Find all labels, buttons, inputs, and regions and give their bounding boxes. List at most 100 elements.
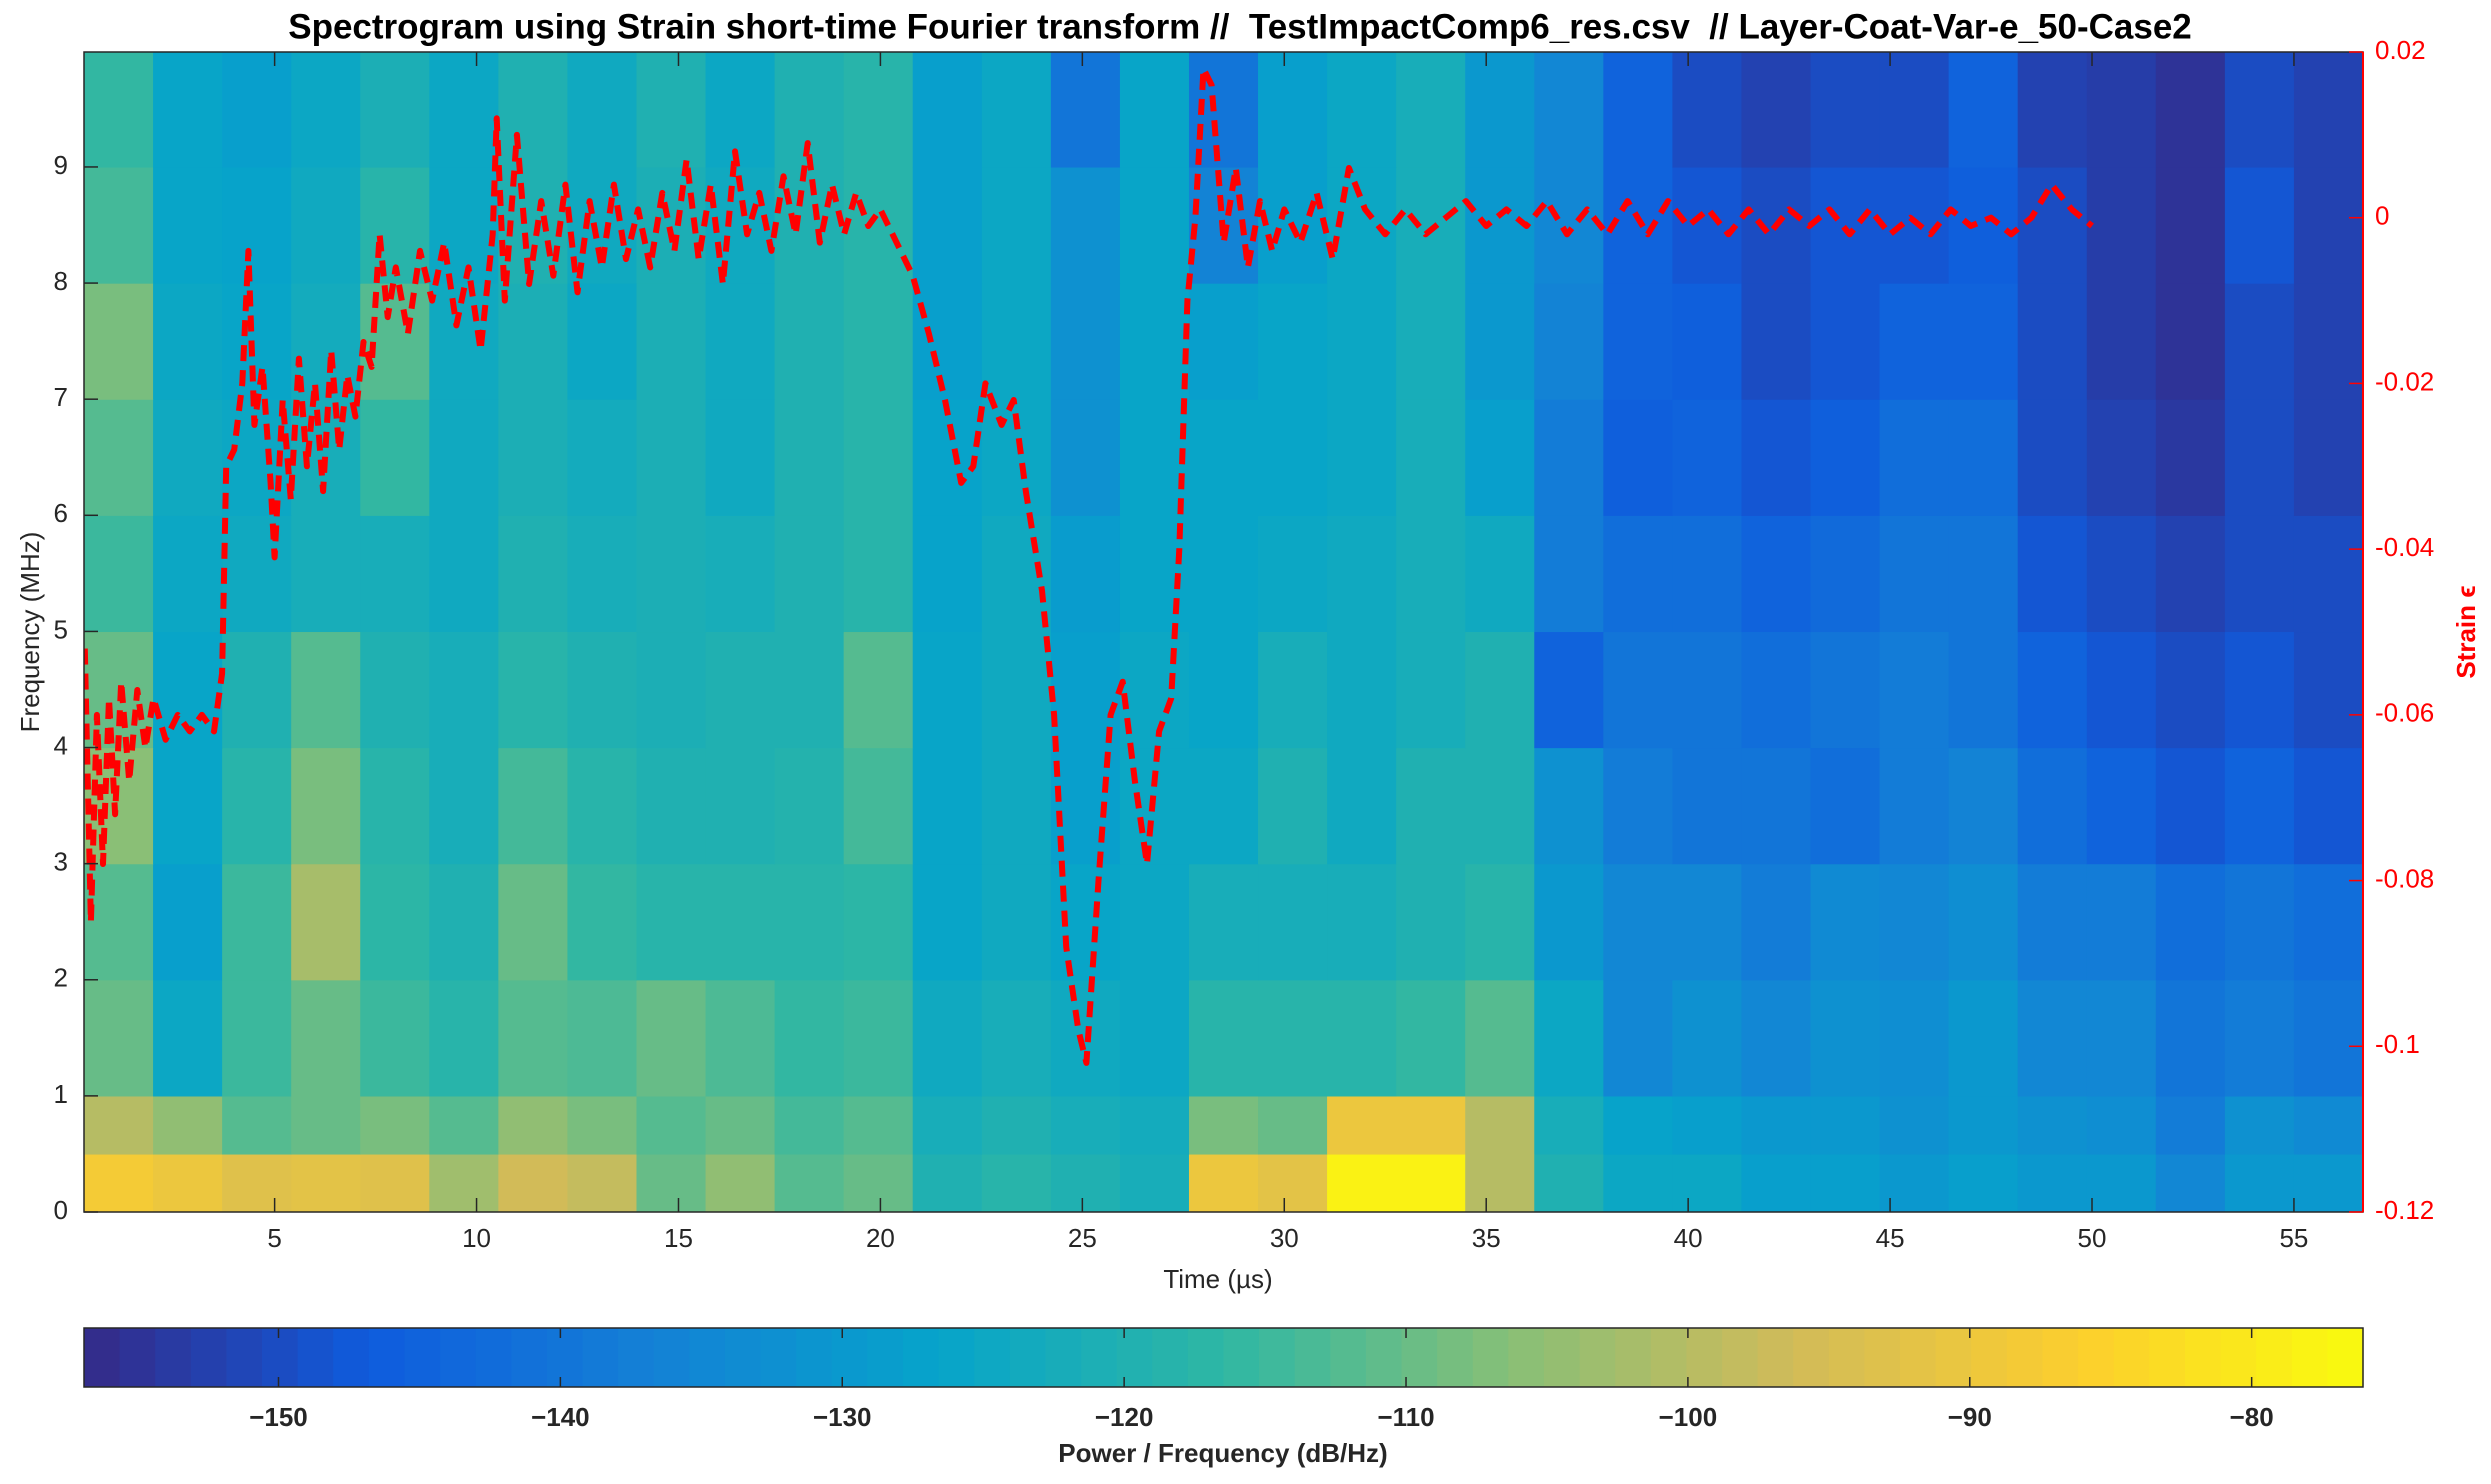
spectrogram-cell bbox=[1810, 979, 1881, 1097]
y-tick-label: 5 bbox=[54, 614, 68, 644]
spectrogram-cell bbox=[981, 863, 1052, 981]
spectrogram-cell bbox=[2293, 515, 2363, 633]
y2-tick-label: -0.06 bbox=[2375, 698, 2434, 728]
spectrogram-cell bbox=[843, 515, 914, 633]
spectrogram-cell bbox=[1948, 399, 2019, 516]
spectrogram-cell bbox=[84, 1095, 154, 1155]
spectrogram-cell bbox=[843, 52, 914, 168]
colorbar-swatch bbox=[1152, 1328, 1189, 1387]
spectrogram-cell bbox=[912, 747, 983, 865]
spectrogram-cell bbox=[1258, 283, 1328, 400]
spectrogram-cell bbox=[2017, 979, 2088, 1097]
spectrogram-cell bbox=[1948, 631, 2019, 749]
spectrogram-cell bbox=[2155, 1095, 2226, 1155]
spectrogram-cell bbox=[2224, 863, 2295, 981]
x-tick-label: 20 bbox=[866, 1223, 895, 1253]
spectrogram-cell bbox=[1119, 1095, 1190, 1155]
colorbar-tick-label: −140 bbox=[531, 1402, 590, 1432]
spectrogram-cell bbox=[2293, 747, 2363, 865]
spectrogram-cell bbox=[1534, 283, 1604, 400]
colorbar-swatch bbox=[1437, 1328, 1474, 1387]
spectrogram-cell bbox=[1879, 979, 1950, 1097]
spectrogram-cell bbox=[2293, 1095, 2363, 1155]
spectrogram-cell bbox=[567, 52, 638, 168]
spectrogram-cell bbox=[1879, 1095, 1950, 1155]
spectrogram-cell bbox=[1672, 1095, 1743, 1155]
spectrogram-cell bbox=[1327, 1095, 1397, 1155]
spectrogram-cell bbox=[153, 1095, 223, 1155]
spectrogram-cell bbox=[2086, 399, 2157, 516]
spectrogram-cell bbox=[2017, 1095, 2088, 1155]
colorbar-swatch bbox=[1223, 1328, 1260, 1387]
x-tick-label: 25 bbox=[1068, 1223, 1097, 1253]
spectrogram-cell bbox=[1258, 1095, 1328, 1155]
spectrogram-cell bbox=[567, 283, 638, 400]
spectrogram-cell bbox=[1603, 399, 1673, 516]
spectrogram-cell bbox=[774, 399, 845, 516]
spectrogram-cell bbox=[774, 1153, 845, 1212]
spectrogram-cell bbox=[636, 399, 707, 516]
spectrogram-cell bbox=[1672, 283, 1743, 400]
spectrogram-cell bbox=[912, 515, 983, 633]
spectrogram-cell bbox=[1672, 399, 1743, 516]
spectrogram-cell bbox=[1050, 863, 1121, 981]
spectrogram-cell bbox=[1327, 631, 1397, 749]
spectrogram-cell bbox=[774, 1095, 845, 1155]
spectrogram-cell bbox=[1050, 52, 1121, 168]
colorbar-swatch bbox=[1579, 1328, 1616, 1387]
spectrogram-cell bbox=[1741, 979, 1812, 1097]
colorbar-swatch bbox=[1971, 1328, 2008, 1387]
spectrogram-cell bbox=[1465, 1153, 1535, 1212]
spectrogram-cell bbox=[153, 1153, 223, 1212]
colorbar-swatch bbox=[1935, 1328, 1972, 1387]
spectrogram-cell bbox=[1672, 1153, 1743, 1212]
spectrogram-cell bbox=[2017, 863, 2088, 981]
spectrogram-cell bbox=[1258, 631, 1328, 749]
colorbar-swatch bbox=[190, 1328, 228, 1387]
spectrogram-cell bbox=[1741, 1095, 1812, 1155]
spectrogram-cell bbox=[1948, 747, 2019, 865]
spectrogram-cell bbox=[1741, 863, 1812, 981]
spectrogram-cell bbox=[498, 1153, 569, 1212]
spectrogram-cell bbox=[981, 1153, 1052, 1212]
colorbar-swatch bbox=[1472, 1328, 1509, 1387]
spectrogram-cell bbox=[2017, 1153, 2088, 1212]
axes: 5 10 15 20 25 30 35 40 45 50 550123456789-0.12-0.1… bbox=[54, 35, 2435, 1432]
spectrogram-cell bbox=[1188, 1153, 1259, 1212]
spectrogram-cell bbox=[912, 399, 983, 516]
colorbar-swatch bbox=[582, 1328, 619, 1387]
spectrogram-cell bbox=[1534, 979, 1604, 1097]
spectrogram-cell bbox=[567, 1095, 638, 1155]
spectrogram-cell bbox=[1188, 515, 1259, 633]
spectrogram-cell bbox=[2224, 747, 2295, 865]
spectrogram-cell bbox=[222, 1095, 292, 1155]
spectrogram-cell bbox=[1188, 863, 1259, 981]
spectrogram-cell bbox=[567, 515, 638, 633]
spectrogram-cell bbox=[1603, 515, 1673, 633]
spectrogram-cell bbox=[84, 863, 154, 981]
colorbar-tick-label: −130 bbox=[813, 1402, 872, 1432]
spectrogram-cell bbox=[291, 52, 361, 168]
colorbar-swatch bbox=[1259, 1328, 1296, 1387]
spectrogram-cell bbox=[1879, 283, 1950, 400]
spectrogram-cell bbox=[1672, 631, 1743, 749]
spectrogram-cell bbox=[2017, 515, 2088, 633]
spectrogram-cell bbox=[1534, 166, 1604, 284]
spectrogram-cell bbox=[2155, 52, 2226, 168]
spectrogram-cell bbox=[1465, 979, 1535, 1097]
spectrogram-cell bbox=[1603, 283, 1673, 400]
spectrogram-cell bbox=[774, 283, 845, 400]
spectrogram-cell bbox=[153, 863, 223, 981]
x-axis-label: Time (µs) bbox=[1163, 1264, 1272, 1294]
spectrogram-cell bbox=[1396, 1095, 1466, 1155]
spectrogram-cell bbox=[1879, 399, 1950, 516]
spectrogram-cell bbox=[1119, 166, 1190, 284]
colorbar-swatch bbox=[1081, 1328, 1118, 1387]
spectrogram-cell bbox=[843, 1153, 914, 1212]
colorbar-tick-label: −90 bbox=[1948, 1402, 1992, 1432]
spectrogram-cell bbox=[84, 283, 154, 400]
spectrogram-cell bbox=[1327, 979, 1397, 1097]
x-tick-label: 55 bbox=[2279, 1223, 2308, 1253]
y2-tick-label: -0.02 bbox=[2375, 366, 2434, 396]
